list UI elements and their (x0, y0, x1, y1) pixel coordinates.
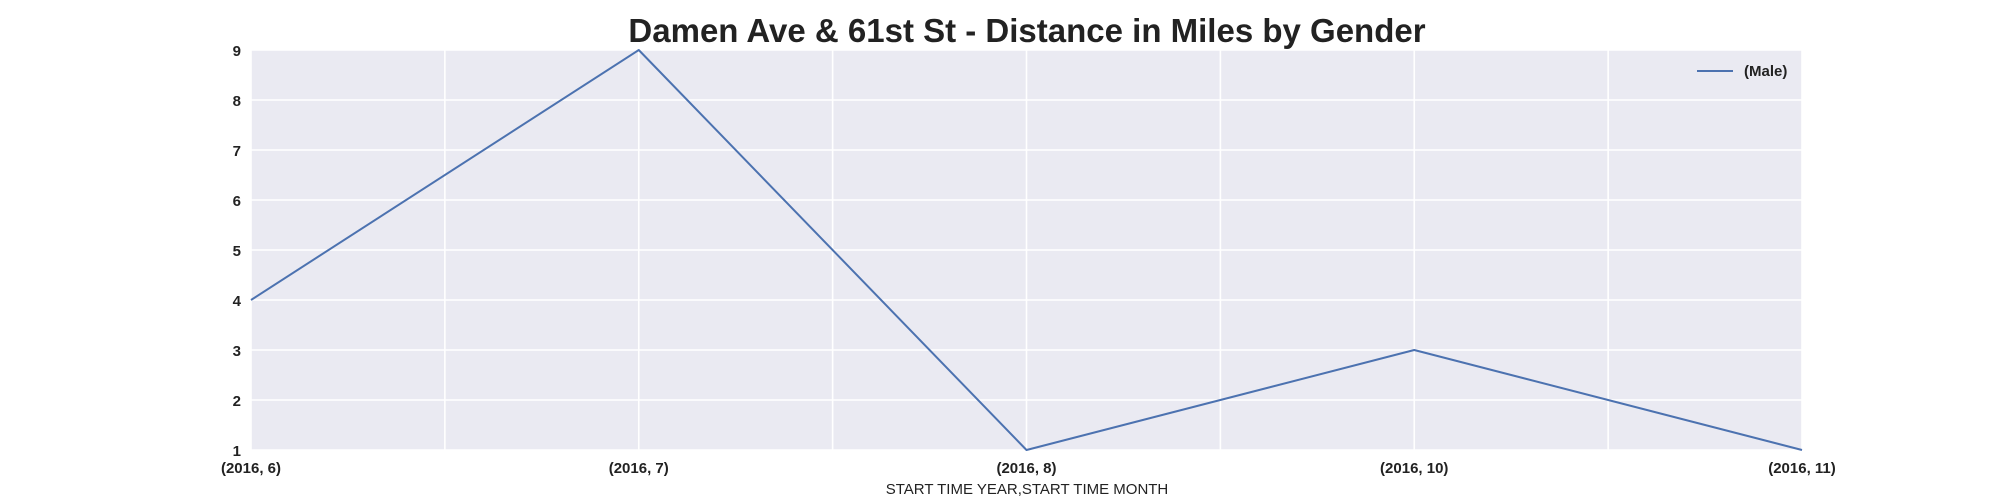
x-tick-label: (2016, 7) (609, 460, 669, 477)
chart-title: Damen Ave & 61st St - Distance in Miles … (628, 12, 1425, 49)
legend: (Male) (1697, 63, 1787, 80)
y-axis-ticks: 1 2 3 4 5 6 7 8 9 (233, 43, 242, 460)
y-tick-label: 3 (233, 343, 241, 360)
series-layer (250, 49, 1803, 451)
x-tick-label: (2016, 8) (996, 460, 1056, 477)
y-tick-label: 7 (233, 143, 241, 160)
y-tick-label: 9 (233, 43, 241, 60)
x-tick-label: (2016, 11) (1768, 460, 1836, 477)
x-axis-ticks: (2016, 6) (2016, 7) (2016, 8) (2016, 10) (20… (221, 460, 1836, 477)
y-tick-label: 1 (233, 443, 241, 460)
y-tick-label: 6 (233, 193, 241, 210)
x-tick-label: (2016, 10) (1380, 460, 1448, 477)
x-tick-label: (2016, 6) (221, 460, 281, 477)
y-tick-label: 5 (233, 243, 241, 260)
y-tick-label: 2 (233, 393, 241, 410)
series-line-0 (250, 49, 1803, 451)
y-tick-label: 8 (233, 93, 241, 110)
grid-lines (250, 49, 1803, 451)
x-axis-label: START TIME YEAR,START TIME MONTH (886, 481, 1169, 498)
y-tick-label: 4 (233, 293, 242, 310)
legend-label: (Male) (1744, 63, 1787, 80)
